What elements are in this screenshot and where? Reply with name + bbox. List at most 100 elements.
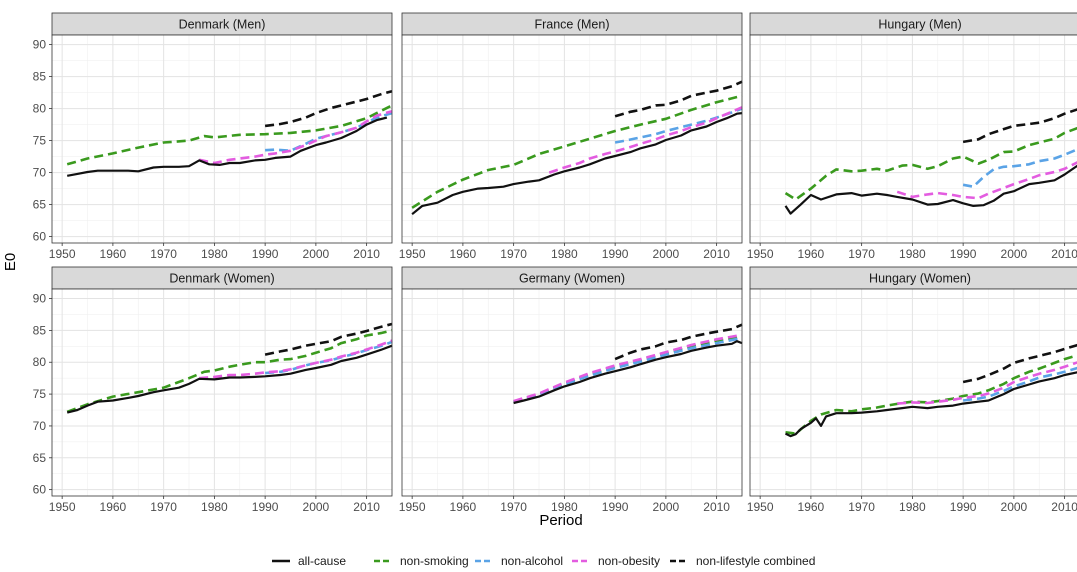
x-tick-label: 1970	[848, 247, 875, 261]
x-tick-label: 1960	[798, 500, 825, 514]
series-line-all-cause	[66, 116, 388, 177]
series-line-non-alcohol	[614, 107, 743, 144]
y-tick-label: 70	[33, 419, 47, 433]
x-tick-label: 2000	[1001, 247, 1028, 261]
x-tick-label: 2010	[1051, 247, 1077, 261]
x-tick-label: 1970	[150, 500, 177, 514]
series-line-non-lifestyle-combined	[962, 343, 1077, 384]
y-tick-label: 70	[33, 166, 47, 180]
plot-area	[402, 289, 742, 496]
x-tick-label: 1960	[450, 500, 477, 514]
x-tick-label: 2010	[353, 500, 380, 514]
x-tick-label: 1980	[899, 247, 926, 261]
x-tick-label: 1960	[450, 247, 477, 261]
y-tick-label: 60	[33, 483, 47, 497]
y-tick-label: 65	[33, 198, 47, 212]
x-tick-label: 2010	[703, 500, 730, 514]
x-tick-label: 2010	[353, 247, 380, 261]
x-tick-label: 2000	[1001, 500, 1028, 514]
x-tick-label: 1990	[252, 247, 279, 261]
series-line-non-obesity	[199, 339, 393, 380]
x-tick-label: 1990	[950, 500, 977, 514]
x-tick-label: 2000	[303, 247, 330, 261]
series-line-all-cause	[785, 371, 1077, 438]
panel-border	[749, 34, 1077, 244]
x-tick-label: 1950	[747, 247, 774, 261]
series-line-non-smoking	[411, 94, 743, 209]
x-tick-label: 1980	[551, 247, 578, 261]
y-tick-label: 85	[33, 323, 47, 337]
legend-item-non-lifestyle-combined: non-lifestyle combined	[670, 554, 815, 568]
y-tick-label: 80	[33, 102, 47, 116]
x-tick-label: 2000	[653, 500, 680, 514]
series-line-non-alcohol	[513, 336, 743, 404]
x-axis-title: Period	[539, 512, 582, 529]
x-tick-label: 1950	[49, 247, 76, 261]
panel-5: Hungary (Women) 1950 1960 1970 1980 1990 2000 2…	[747, 266, 1077, 514]
x-tick-label: 1990	[252, 500, 279, 514]
panel-border	[51, 288, 393, 497]
series-line-non-obesity	[897, 361, 1077, 405]
legend: all-cause non-smoking non-alcohol non-obesi…	[272, 554, 815, 568]
panel-title: Hungary (Men)	[878, 18, 961, 32]
x-tick-label: 1960	[100, 500, 127, 514]
series-line-non-lifestyle-combined	[264, 90, 393, 128]
series-line-non-smoking	[66, 329, 393, 414]
panel-title: Denmark (Men)	[179, 18, 266, 32]
panel-3: Denmark (Women) 1950 1960 1970 1980 1990 2000 2…	[33, 266, 393, 514]
x-tick-label: 1990	[602, 247, 629, 261]
y-tick-label: 85	[33, 70, 47, 84]
x-tick-label: 1980	[201, 247, 228, 261]
panel-1: France (Men) 1950 1960 1970 1980 1990 2000 2010	[399, 12, 743, 261]
legend-item-all-cause: all-cause	[272, 554, 346, 568]
series-line-non-alcohol	[962, 366, 1077, 402]
panel-0: Denmark (Men) 1950 1960 1970 1980 1990 2000 201…	[33, 12, 393, 261]
panels-layer: Denmark (Men) 1950 1960 1970 1980 1990 2000 201…	[33, 12, 1077, 514]
series-line-non-lifestyle-combined	[614, 80, 743, 118]
x-tick-label: 1970	[500, 247, 527, 261]
y-tick-label: 60	[33, 230, 47, 244]
legend-item-non-obesity: non-obesity	[572, 554, 660, 568]
plot-area	[750, 35, 1077, 243]
legend-label: non-alcohol	[501, 554, 563, 568]
x-tick-label: 1950	[399, 500, 426, 514]
panel-border	[401, 288, 743, 497]
x-tick-label: 1980	[899, 500, 926, 514]
y-tick-label: 65	[33, 451, 47, 465]
series-line-all-cause	[66, 344, 393, 414]
panel-border	[749, 288, 1077, 497]
series-line-non-smoking	[784, 126, 1077, 201]
series-line-non-smoking	[785, 354, 1077, 435]
plot-area	[52, 289, 392, 496]
y-tick-label: 75	[33, 387, 47, 401]
x-tick-label: 1970	[500, 500, 527, 514]
series-line-non-lifestyle-combined	[264, 322, 393, 356]
series-line-all-cause	[784, 164, 1077, 215]
x-tick-label: 1950	[747, 500, 774, 514]
plot-area	[402, 35, 742, 243]
series-line-non-alcohol	[962, 148, 1077, 188]
panel-border	[401, 34, 743, 244]
x-tick-label: 1990	[602, 500, 629, 514]
panel-title: Hungary (Women)	[869, 272, 971, 286]
x-tick-label: 1950	[49, 500, 76, 514]
panel-title: Denmark (Women)	[169, 272, 274, 286]
x-tick-label: 2000	[303, 500, 330, 514]
panel-border	[51, 34, 393, 244]
legend-label: non-lifestyle combined	[696, 554, 815, 568]
series-line-non-obesity	[513, 333, 743, 403]
x-tick-label: 2000	[653, 247, 680, 261]
plot-area	[750, 289, 1077, 496]
series-line-all-cause	[411, 112, 743, 216]
x-tick-label: 1960	[100, 247, 127, 261]
x-tick-label: 2010	[703, 247, 730, 261]
y-tick-label: 75	[33, 134, 47, 148]
x-tick-label: 2010	[1051, 500, 1077, 514]
legend-label: non-obesity	[598, 554, 660, 568]
legend-item-non-smoking: non-smoking	[374, 554, 469, 568]
series-line-non-smoking	[66, 104, 393, 166]
y-tick-label: 80	[33, 355, 47, 369]
series-line-non-obesity	[548, 106, 743, 174]
panel-4: Germany (Women) 1950 1960 1970 1980 1990 2000 2…	[399, 266, 743, 514]
series-line-non-obesity	[198, 109, 393, 165]
